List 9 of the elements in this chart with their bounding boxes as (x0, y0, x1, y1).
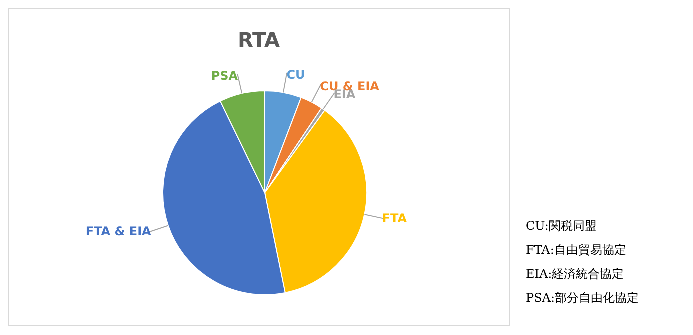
slice-label: FTA (382, 211, 408, 226)
text: EIA:経済統合協定 (526, 266, 626, 283)
text: CU:関税同盟 (526, 218, 598, 235)
slice-label: FTA & EIA (86, 224, 152, 239)
chart-title: RTA (238, 28, 281, 52)
text: PSA:部分自由化協定 (526, 290, 640, 307)
slice-label: PSA (211, 69, 239, 84)
slice-label: CU (286, 68, 306, 82)
text: FTA:自由貿易協定 (526, 242, 628, 259)
